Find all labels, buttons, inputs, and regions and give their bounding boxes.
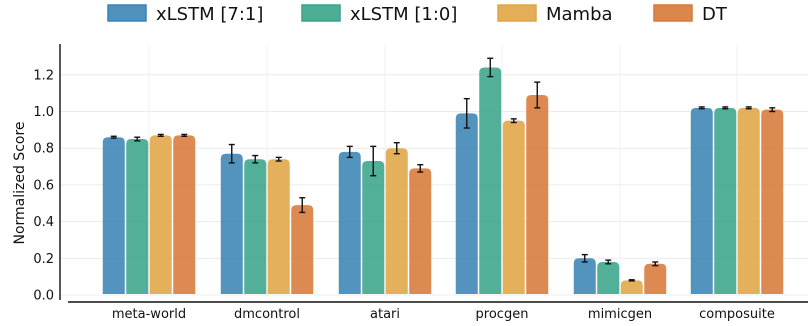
bar-dt-atari xyxy=(409,168,432,294)
bar-mamba-procgen xyxy=(502,120,525,294)
bar-mamba-composuite xyxy=(737,107,760,294)
x-tick-label-procgen: procgen xyxy=(476,307,529,322)
bar-xlstm-7-1-mimicgen xyxy=(573,258,596,294)
bar-dt-dmcontrol xyxy=(291,205,314,294)
legend-label: DT xyxy=(702,4,728,25)
bar-dt-procgen xyxy=(526,94,549,294)
x-tick-label-meta-world: meta-world xyxy=(112,307,186,322)
legend-swatch xyxy=(107,4,147,22)
bar-mamba-dmcontrol xyxy=(267,159,290,294)
y-tick-label: 0.0 xyxy=(33,289,54,304)
bar-xlstm-1-0-meta-world xyxy=(126,139,149,294)
bar-mamba-mimicgen xyxy=(620,280,643,294)
y-tick-label: 0.8 xyxy=(33,142,54,157)
y-tick-label: 0.6 xyxy=(33,178,54,193)
legend-label: xLSTM [7:1] xyxy=(156,4,263,25)
legend-swatch xyxy=(653,4,693,22)
bar-xlstm-1-0-procgen xyxy=(479,67,502,295)
bar-dt-mimicgen xyxy=(644,263,667,294)
legend-swatch xyxy=(301,4,341,22)
bar-xlstm-1-0-dmcontrol xyxy=(244,159,267,294)
legend-swatch xyxy=(497,4,537,22)
bar-xlstm-7-1-meta-world xyxy=(102,137,125,294)
bar-xlstm-1-0-mimicgen xyxy=(597,261,620,294)
y-tick-label: 1.2 xyxy=(33,68,54,83)
legend-label: Mamba xyxy=(546,4,613,25)
x-tick-label-atari: atari xyxy=(370,307,400,322)
bar-dt-meta-world xyxy=(173,135,196,294)
error-bars xyxy=(110,57,776,282)
axes xyxy=(59,44,808,303)
y-tick-label: 1.0 xyxy=(33,105,54,120)
bar-mamba-atari xyxy=(385,148,408,294)
y-tick-label: 0.4 xyxy=(33,215,54,230)
x-tick-label-composuite: composuite xyxy=(699,307,775,322)
bar-xlstm-7-1-composuite xyxy=(690,107,713,294)
x-tick-label-mimicgen: mimicgen xyxy=(588,307,652,322)
y-tick-labels: 0.0 0.2 0.4 0.6 0.8 1.0 1.2 xyxy=(33,68,54,303)
x-tick-label-dmcontrol: dmcontrol xyxy=(234,307,300,322)
bar-xlstm-1-0-composuite xyxy=(714,107,737,294)
y-axis-title: Normalized Score xyxy=(12,121,28,244)
bar-xlstm-1-0-atari xyxy=(362,161,385,294)
legend: xLSTM [7:1] xLSTM [1:0] Mamba DT xyxy=(107,4,728,25)
legend-label: xLSTM [1:0] xyxy=(350,4,457,25)
bar-dt-composuite xyxy=(761,109,784,294)
x-tick-labels: meta-world dmcontrol atari procgen mimicgen c… xyxy=(112,307,775,322)
bar-mamba-meta-world xyxy=(149,135,172,294)
bar-xlstm-7-1-dmcontrol xyxy=(220,153,243,294)
bar-xlstm-7-1-procgen xyxy=(455,113,478,295)
y-tick-label: 0.2 xyxy=(33,252,54,267)
bars xyxy=(102,67,784,295)
bar-xlstm-7-1-atari xyxy=(338,151,361,294)
